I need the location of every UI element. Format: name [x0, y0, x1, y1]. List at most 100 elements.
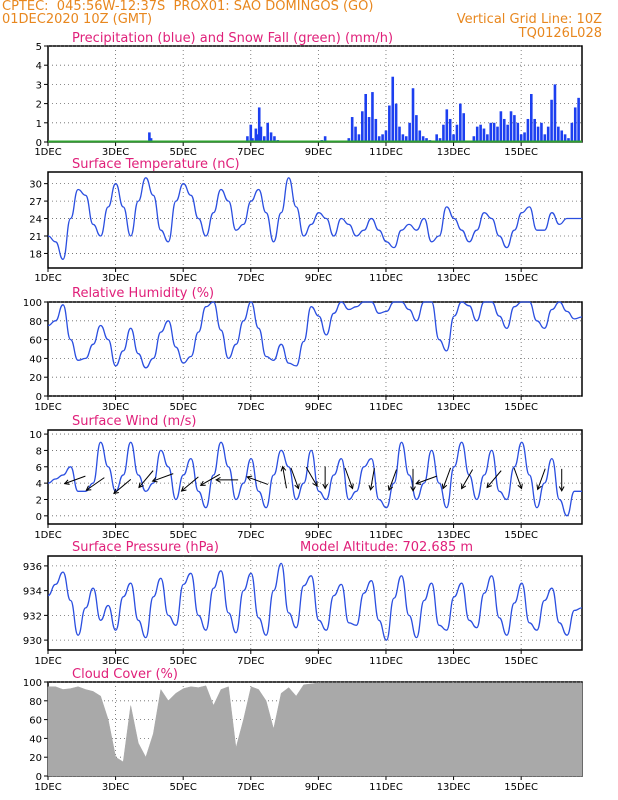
- wind-arrow-head: [294, 483, 300, 490]
- cloud-xtick-label: 13DEC: [437, 782, 471, 793]
- wind-arrow: [486, 470, 502, 488]
- precip-bar: [533, 118, 536, 142]
- precip-bar: [442, 124, 445, 142]
- precip-bar: [401, 134, 405, 142]
- precip-bar: [438, 138, 442, 142]
- humidity-xtick-label: 5DEC: [170, 402, 197, 413]
- precip-bar: [513, 115, 516, 142]
- header-datetime: 01DEC2020 10Z (GMT): [2, 12, 153, 27]
- precip-ytick-label: 0: [36, 138, 42, 149]
- wind-xtick-label: 1DEC: [34, 530, 61, 541]
- precip-bar: [519, 134, 523, 142]
- wind-arrow-head: [246, 475, 253, 481]
- temp-xtick-label: 15DEC: [504, 273, 538, 284]
- wind-arrow: [64, 475, 86, 485]
- precip-xtick-label: 5DEC: [170, 147, 197, 158]
- pressure-subtitle: Model Altitude: 702.685 m: [300, 540, 473, 555]
- precip-bar: [475, 126, 479, 142]
- precip-xtick-label: 15DEC: [504, 147, 538, 158]
- precip-bar: [550, 99, 553, 142]
- wind-arrow: [461, 469, 474, 489]
- precip-xtick-label: 9DEC: [305, 147, 332, 158]
- wind-arrow: [152, 473, 174, 482]
- precip-bar: [415, 115, 418, 142]
- wind-ytick-label: 0: [36, 512, 42, 523]
- precip-bar: [249, 124, 253, 142]
- wind-arrow-head: [312, 481, 318, 488]
- precip-bar: [455, 124, 459, 142]
- humidity-xtick-label: 15DEC: [504, 402, 538, 413]
- precip-bar: [384, 130, 388, 142]
- pressure-xtick-label: 1DEC: [34, 656, 61, 667]
- wind-arrow-head: [387, 485, 394, 492]
- pressure-ytick-label: 930: [23, 636, 42, 647]
- wind-arrow-head: [280, 465, 287, 472]
- temp-series-line: [47, 177, 582, 260]
- precip-ytick-label: 3: [36, 80, 42, 91]
- precip-bar: [462, 113, 466, 142]
- precip-bar: [530, 94, 533, 142]
- precip-bar: [388, 105, 391, 142]
- wind-arrow: [344, 467, 354, 489]
- cloud-xtick-label: 11DEC: [369, 782, 403, 793]
- humidity-xtick-label: 3DEC: [102, 402, 129, 413]
- wind-arrow-head: [180, 486, 187, 492]
- precip-bar: [540, 122, 543, 142]
- pressure-frame: [47, 555, 583, 651]
- precip-bar: [486, 134, 489, 142]
- cloud-ytick-label: 80: [29, 697, 42, 708]
- precip-bar: [526, 118, 530, 142]
- humidity-xtick-label: 9DEC: [305, 402, 332, 413]
- precip-bar: [445, 109, 449, 142]
- precip-bar: [482, 128, 486, 142]
- pressure-xtick-label: 5DEC: [170, 656, 197, 667]
- wind-frame: [47, 429, 583, 525]
- header-grid-note: Vertical Grid Line: 10Z: [456, 12, 602, 27]
- wind-arrow-head: [486, 482, 492, 489]
- wind-arrow-head: [517, 483, 523, 490]
- humidity-ytick-label: 80: [29, 317, 42, 328]
- precip-bar: [377, 136, 381, 142]
- pressure-xtick-label: 11DEC: [369, 656, 403, 667]
- temp-xtick-label: 5DEC: [170, 273, 197, 284]
- precip-bar: [557, 126, 560, 142]
- humidity-xtick-label: 11DEC: [369, 402, 403, 413]
- wind-arrow: [370, 468, 375, 490]
- humidity-ytick-label: 20: [29, 373, 42, 384]
- precip-bar: [273, 136, 276, 142]
- humidity-ytick-label: 40: [29, 354, 42, 365]
- wind-title: Surface Wind (m/s): [72, 414, 196, 429]
- humidity-ytick-label: 0: [36, 392, 42, 403]
- precip-bar: [408, 122, 411, 142]
- pressure-series-line: [47, 562, 583, 641]
- precip-bar: [394, 103, 398, 142]
- pressure-xtick-label: 15DEC: [504, 656, 538, 667]
- wind-arrow-head: [322, 483, 328, 490]
- precip-bar: [361, 111, 364, 142]
- precip-bar: [404, 136, 408, 142]
- precip-bar: [560, 130, 564, 142]
- precip-bar: [398, 126, 401, 142]
- precip-bar: [149, 138, 153, 142]
- precip-bar: [489, 122, 493, 142]
- temp-ytick-label: 24: [29, 215, 42, 226]
- precip-bar: [570, 122, 574, 142]
- temp-ytick-label: 18: [29, 249, 42, 260]
- cloud-ytick-label: 40: [29, 734, 42, 745]
- cloud-xtick-label: 5DEC: [170, 782, 197, 793]
- humidity-xtick-label: 13DEC: [437, 402, 471, 413]
- precip-bar: [563, 134, 567, 142]
- precip-bar: [577, 97, 580, 142]
- wind-arrow-head: [199, 480, 206, 486]
- wind-arrow: [200, 473, 221, 486]
- wind-arrow-head: [138, 482, 144, 489]
- precip-xtick-label: 13DEC: [437, 147, 471, 158]
- pressure-xtick-label: 9DEC: [305, 656, 332, 667]
- precip-bar: [459, 103, 462, 142]
- wind-series-line: [47, 441, 582, 517]
- cloud-title: Cloud Cover (%): [72, 667, 178, 682]
- precip-bar: [567, 138, 570, 142]
- wind-arrow: [138, 470, 154, 488]
- wind-ytick-label: 6: [36, 463, 42, 474]
- pressure-xtick-label: 13DEC: [437, 656, 471, 667]
